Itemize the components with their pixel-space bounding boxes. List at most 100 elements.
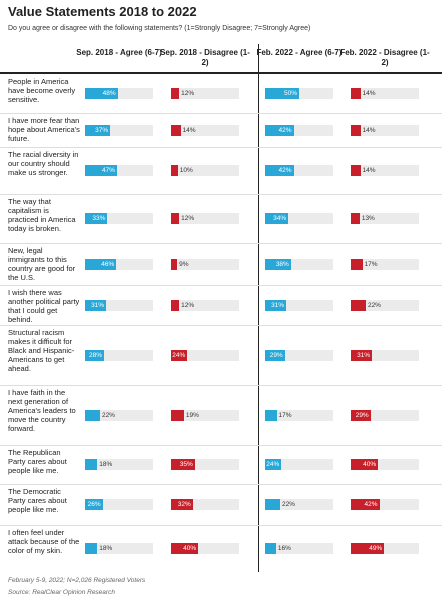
bar bbox=[171, 349, 188, 361]
bar-track bbox=[85, 499, 153, 510]
column-header: Feb. 2022 - Agree (6-7) bbox=[256, 48, 342, 57]
bar-track bbox=[265, 88, 333, 99]
value-label: 32% bbox=[177, 501, 191, 508]
bar bbox=[351, 543, 385, 554]
value-label: 42% bbox=[278, 167, 292, 174]
bar-track bbox=[351, 165, 419, 176]
value-label: 38% bbox=[275, 260, 289, 268]
value-label: 50% bbox=[283, 90, 297, 97]
bar bbox=[265, 213, 289, 224]
bar-track bbox=[351, 499, 419, 510]
value-label: 35% bbox=[179, 461, 193, 468]
chart-title: Value Statements 2018 to 2022 bbox=[8, 4, 197, 19]
bar bbox=[85, 499, 103, 510]
bar bbox=[85, 213, 108, 224]
value-label: 10% bbox=[179, 167, 193, 174]
bar-track bbox=[85, 543, 153, 554]
value-label: 47% bbox=[101, 167, 115, 174]
bar bbox=[85, 258, 117, 270]
bar-track bbox=[265, 124, 333, 136]
bar-track bbox=[351, 409, 419, 421]
row-label: The Republican Party cares about people … bbox=[8, 448, 67, 475]
divider bbox=[258, 44, 259, 572]
bar bbox=[85, 409, 100, 421]
bar-track bbox=[171, 543, 239, 554]
value-label: 42% bbox=[364, 501, 378, 508]
bar bbox=[85, 459, 98, 470]
row-label: I often feel under attack because of the… bbox=[8, 528, 80, 555]
bar-track bbox=[265, 543, 333, 554]
row-label: The racial diversity in our country shou… bbox=[8, 150, 79, 177]
bar bbox=[265, 258, 291, 270]
row-rule bbox=[0, 525, 442, 526]
row-label: I wish there was another political party… bbox=[8, 288, 80, 324]
bar bbox=[265, 543, 276, 554]
bar bbox=[85, 165, 117, 176]
row-label: People in America have become overly sen… bbox=[8, 77, 76, 104]
bar-track bbox=[85, 299, 153, 311]
bar bbox=[171, 258, 178, 270]
bar-track bbox=[171, 499, 239, 510]
value-label: 31% bbox=[91, 301, 105, 309]
bar-track bbox=[85, 459, 153, 470]
bar bbox=[85, 124, 111, 136]
bar bbox=[265, 459, 282, 470]
row-rule bbox=[0, 194, 442, 195]
value-label: 14% bbox=[362, 90, 376, 97]
bar-track bbox=[85, 88, 153, 99]
bar bbox=[265, 88, 299, 99]
bar-track bbox=[85, 124, 153, 136]
bar-track bbox=[171, 88, 239, 99]
bar bbox=[85, 88, 118, 99]
row-label: The way that capitalism is practiced in … bbox=[8, 197, 76, 233]
value-label: 24% bbox=[266, 461, 280, 468]
value-label: 19% bbox=[185, 411, 199, 419]
value-label: 22% bbox=[281, 501, 295, 508]
bar-track bbox=[85, 349, 153, 361]
row-label: New, legal immigrants to this country ar… bbox=[8, 246, 76, 282]
value-label: 46% bbox=[101, 260, 115, 268]
value-label: 40% bbox=[183, 545, 197, 552]
bar-track bbox=[265, 459, 333, 470]
bar-track bbox=[265, 165, 333, 176]
value-label: 40% bbox=[363, 461, 377, 468]
value-label: 12% bbox=[181, 301, 195, 309]
row-rule bbox=[0, 385, 442, 386]
bar bbox=[171, 409, 184, 421]
bar-track bbox=[85, 165, 153, 176]
bar bbox=[171, 88, 180, 99]
row-label: I have more fear than hope about America… bbox=[8, 116, 80, 143]
bar-track bbox=[351, 459, 419, 470]
value-label: 49% bbox=[369, 545, 383, 552]
bar bbox=[171, 213, 180, 224]
row-label: The Democratic Party cares about people … bbox=[8, 487, 67, 514]
bar-track bbox=[351, 543, 419, 554]
bar-track bbox=[351, 258, 419, 270]
bar-track bbox=[351, 349, 419, 361]
bar-track bbox=[171, 258, 239, 270]
bar bbox=[85, 299, 107, 311]
row-label: I have faith in the next generation of A… bbox=[8, 388, 76, 433]
bar bbox=[171, 165, 178, 176]
bar-track bbox=[171, 165, 239, 176]
row-rule bbox=[0, 243, 442, 244]
bar bbox=[265, 409, 277, 421]
value-label: 31% bbox=[357, 351, 371, 359]
footnote: February 5-9, 2022; N=2,026 Registered V… bbox=[8, 577, 146, 584]
bar-track bbox=[351, 124, 419, 136]
chart-subtitle: Do you agree or disagree with the follow… bbox=[8, 25, 311, 32]
column-header: Feb. 2022 - Disagree (1-2) bbox=[340, 48, 430, 67]
header-rule bbox=[0, 72, 442, 74]
value-label: 24% bbox=[172, 351, 186, 359]
value-label: 33% bbox=[92, 215, 106, 222]
value-label: 14% bbox=[182, 126, 196, 134]
bar bbox=[171, 459, 195, 470]
value-label: 18% bbox=[99, 545, 113, 552]
bar-track bbox=[85, 409, 153, 421]
row-rule bbox=[0, 445, 442, 446]
value-label: 12% bbox=[181, 215, 195, 222]
bar bbox=[351, 213, 360, 224]
value-label: 18% bbox=[99, 461, 113, 468]
bar bbox=[351, 499, 380, 510]
